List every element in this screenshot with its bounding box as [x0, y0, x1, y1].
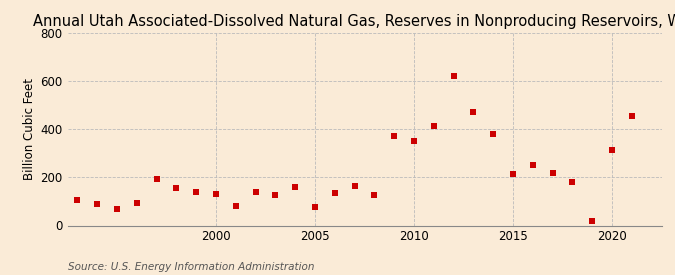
Text: Source: U.S. Energy Information Administration: Source: U.S. Energy Information Administ… [68, 262, 314, 272]
Point [468, 110, 479, 115]
Point [329, 191, 340, 195]
Title: Annual Utah Associated-Dissolved Natural Gas, Reserves in Nonproducing Reservoir: Annual Utah Associated-Dissolved Natural… [33, 14, 675, 29]
Point [567, 180, 578, 184]
Y-axis label: Billion Cubic Feet: Billion Cubic Feet [23, 78, 36, 180]
Point [92, 202, 103, 206]
Point [171, 186, 182, 190]
Point [408, 139, 419, 144]
Point [488, 132, 499, 136]
Point [132, 200, 142, 205]
Point [191, 190, 202, 194]
Point [270, 193, 281, 198]
Point [111, 207, 122, 211]
Point [72, 198, 83, 202]
Point [429, 123, 439, 128]
Point [310, 205, 321, 210]
Point [250, 190, 261, 194]
Point [547, 170, 558, 175]
Point [508, 172, 518, 176]
Point [369, 193, 380, 198]
Point [607, 147, 618, 152]
Point [230, 204, 241, 208]
Point [527, 163, 538, 167]
Point [290, 185, 300, 189]
Point [349, 184, 360, 188]
Point [587, 218, 597, 223]
Point [211, 192, 221, 196]
Point [389, 134, 400, 139]
Point [448, 74, 459, 79]
Point [626, 114, 637, 118]
Point [151, 176, 162, 181]
